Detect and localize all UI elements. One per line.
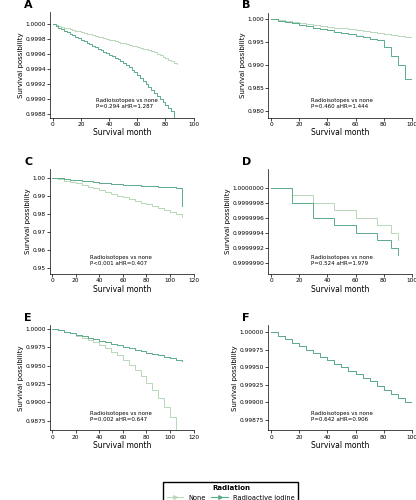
X-axis label: Survival month: Survival month bbox=[311, 284, 369, 294]
Text: Radioisotopes vs none
P=0.524 aHR=1.979: Radioisotopes vs none P=0.524 aHR=1.979 bbox=[311, 255, 373, 266]
Y-axis label: Survival possibility: Survival possibility bbox=[232, 345, 238, 410]
Text: E: E bbox=[24, 313, 32, 323]
Y-axis label: Survival possibility: Survival possibility bbox=[225, 188, 231, 254]
X-axis label: Survival month: Survival month bbox=[311, 441, 369, 450]
Y-axis label: Survival possibility: Survival possibility bbox=[25, 188, 31, 254]
Text: F: F bbox=[243, 313, 250, 323]
X-axis label: Survival month: Survival month bbox=[311, 128, 369, 137]
X-axis label: Survival month: Survival month bbox=[92, 441, 151, 450]
Text: B: B bbox=[243, 0, 251, 10]
Y-axis label: Survival possibility: Survival possibility bbox=[18, 345, 24, 410]
Text: D: D bbox=[243, 157, 252, 167]
Text: Radioisotopes vs none
P=0.294 aHR=1.287: Radioisotopes vs none P=0.294 aHR=1.287 bbox=[96, 98, 158, 109]
Text: Radioisotopes vs none
P<0.001 aHR=0.407: Radioisotopes vs none P<0.001 aHR=0.407 bbox=[90, 255, 152, 266]
Y-axis label: Survival possibility: Survival possibility bbox=[240, 32, 246, 98]
Text: C: C bbox=[24, 157, 32, 167]
Text: Radioisotopes vs none
P=0.002 aHR=0.647: Radioisotopes vs none P=0.002 aHR=0.647 bbox=[90, 411, 152, 422]
X-axis label: Survival month: Survival month bbox=[92, 284, 151, 294]
Y-axis label: Survival possibility: Survival possibility bbox=[18, 32, 24, 98]
X-axis label: Survival month: Survival month bbox=[92, 128, 151, 137]
Text: A: A bbox=[24, 0, 33, 10]
Text: Radioisotopes vs none
P=0.460 aHR=1.444: Radioisotopes vs none P=0.460 aHR=1.444 bbox=[311, 98, 373, 109]
Text: Radioisotopes vs none
P=0.642 aHR=0.906: Radioisotopes vs none P=0.642 aHR=0.906 bbox=[311, 411, 373, 422]
Legend: None, Radioactive iodine: None, Radioactive iodine bbox=[163, 482, 298, 500]
